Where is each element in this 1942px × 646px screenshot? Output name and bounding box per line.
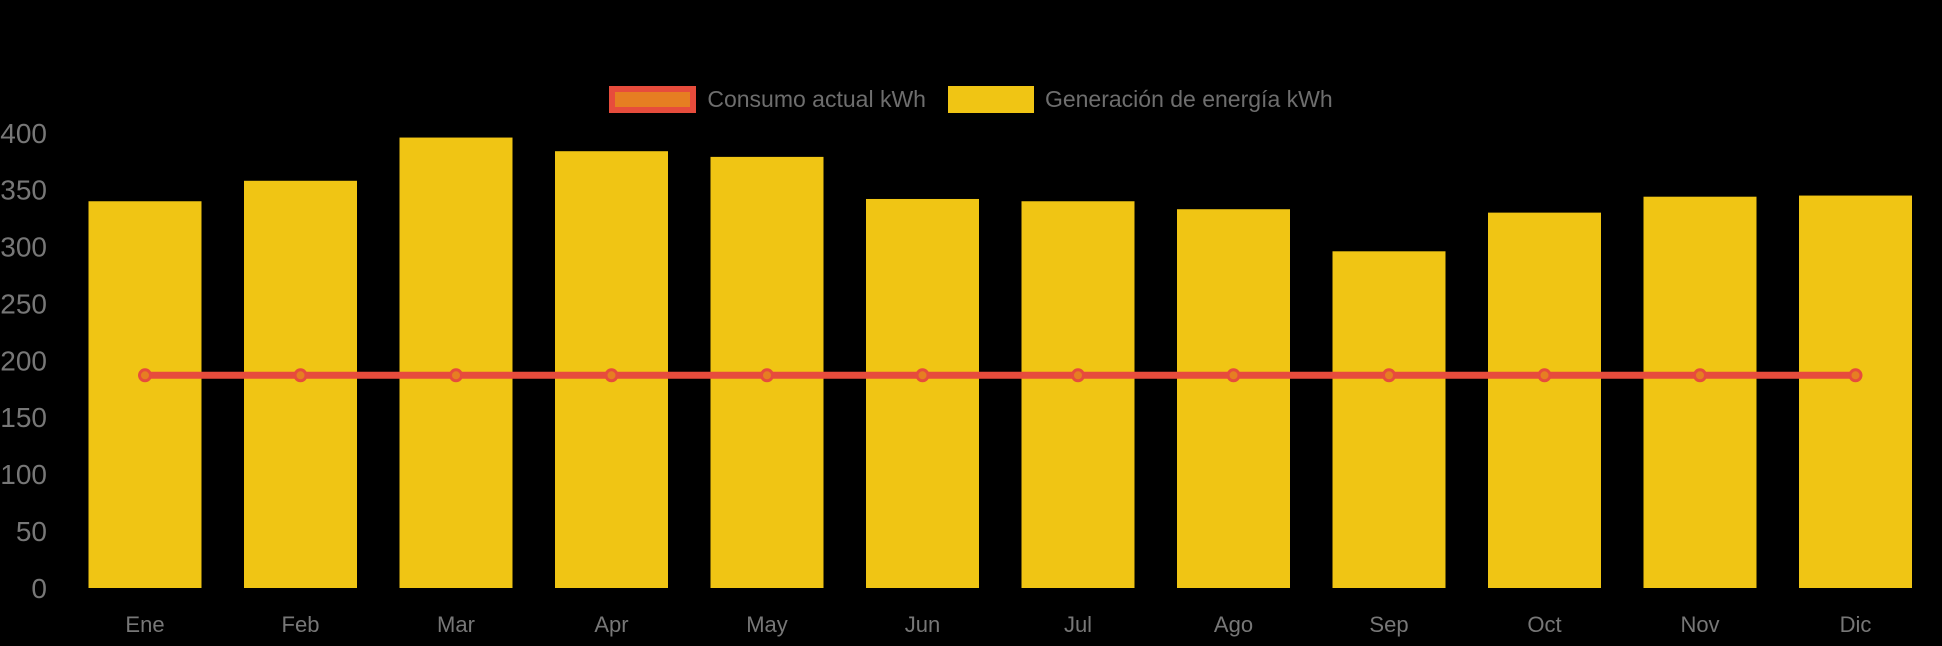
y-tick-label: 200	[0, 345, 47, 376]
consumo-point-may[interactable]	[760, 368, 774, 383]
y-axis-labels: 0 50 100 150 200 250 300 350 400	[0, 118, 47, 604]
bar-jun[interactable]	[866, 198, 979, 588]
x-tick-label-oct: Oct	[1527, 612, 1561, 637]
bar-feb[interactable]	[244, 180, 357, 588]
bar-dic[interactable]	[1799, 195, 1912, 588]
legend-item-generacion[interactable]: Generación de energía kWh	[947, 86, 1333, 113]
consumo-point-sep[interactable]	[1382, 368, 1396, 383]
consumo-point-jul[interactable]	[1071, 368, 1085, 383]
bar-jul[interactable]	[1021, 201, 1135, 588]
x-tick-label-apr: Apr	[594, 612, 628, 637]
y-tick-label: 100	[0, 459, 47, 490]
x-tick-label-dic: Dic	[1840, 612, 1872, 637]
x-tick-label-jul: Jul	[1064, 612, 1092, 637]
bar-series-generacion	[88, 137, 1912, 589]
y-tick-label: 150	[0, 402, 47, 433]
consumo-point-jun[interactable]	[915, 368, 930, 383]
y-tick-label: 300	[0, 232, 47, 263]
chart-legend: Consumo actual kWh Generación de energía…	[0, 86, 1942, 113]
x-tick-label-ago: Ago	[1214, 612, 1253, 637]
consumo-point-apr[interactable]	[604, 368, 619, 383]
x-tick-label-nov: Nov	[1680, 612, 1719, 637]
legend-swatch-line-icon	[609, 86, 697, 113]
bar-sep[interactable]	[1332, 251, 1446, 589]
bar-nov[interactable]	[1643, 196, 1757, 588]
consumo-point-ago[interactable]	[1226, 368, 1241, 383]
x-tick-label-ene: Ene	[125, 612, 164, 637]
line-series-consumo	[138, 368, 1863, 383]
legend-swatch-bar-icon	[947, 86, 1034, 113]
y-tick-label: 0	[31, 573, 47, 604]
consumo-point-feb[interactable]	[293, 368, 308, 383]
consumo-point-mar[interactable]	[449, 368, 463, 383]
bar-ene[interactable]	[88, 201, 202, 588]
consumo-point-ene[interactable]	[138, 368, 152, 383]
x-tick-label-mar: Mar	[437, 612, 475, 637]
y-tick-label: 400	[0, 118, 47, 149]
x-tick-label-feb: Feb	[282, 612, 320, 637]
x-axis-labels: Ene Feb Mar Apr May Jun Jul Ago Sep Oct Nov Dic	[125, 612, 1871, 637]
legend-label-consumo: Consumo actual kWh	[707, 86, 926, 112]
bar-mar[interactable]	[399, 137, 513, 589]
legend-item-consumo[interactable]: Consumo actual kWh	[609, 86, 926, 113]
y-tick-label: 350	[0, 175, 47, 206]
consumo-point-oct[interactable]	[1537, 368, 1552, 383]
bar-ago[interactable]	[1177, 209, 1290, 588]
x-tick-label-jun: Jun	[905, 612, 940, 637]
x-tick-label-sep: Sep	[1369, 612, 1408, 637]
x-tick-label-may: May	[746, 612, 788, 637]
y-tick-label: 50	[16, 516, 47, 547]
legend-label-generacion: Generación de energía kWh	[1044, 86, 1333, 112]
consumo-point-nov[interactable]	[1693, 368, 1707, 383]
consumo-point-dic[interactable]	[1848, 368, 1863, 383]
y-tick-label: 250	[0, 288, 47, 319]
bar-oct[interactable]	[1488, 212, 1601, 588]
